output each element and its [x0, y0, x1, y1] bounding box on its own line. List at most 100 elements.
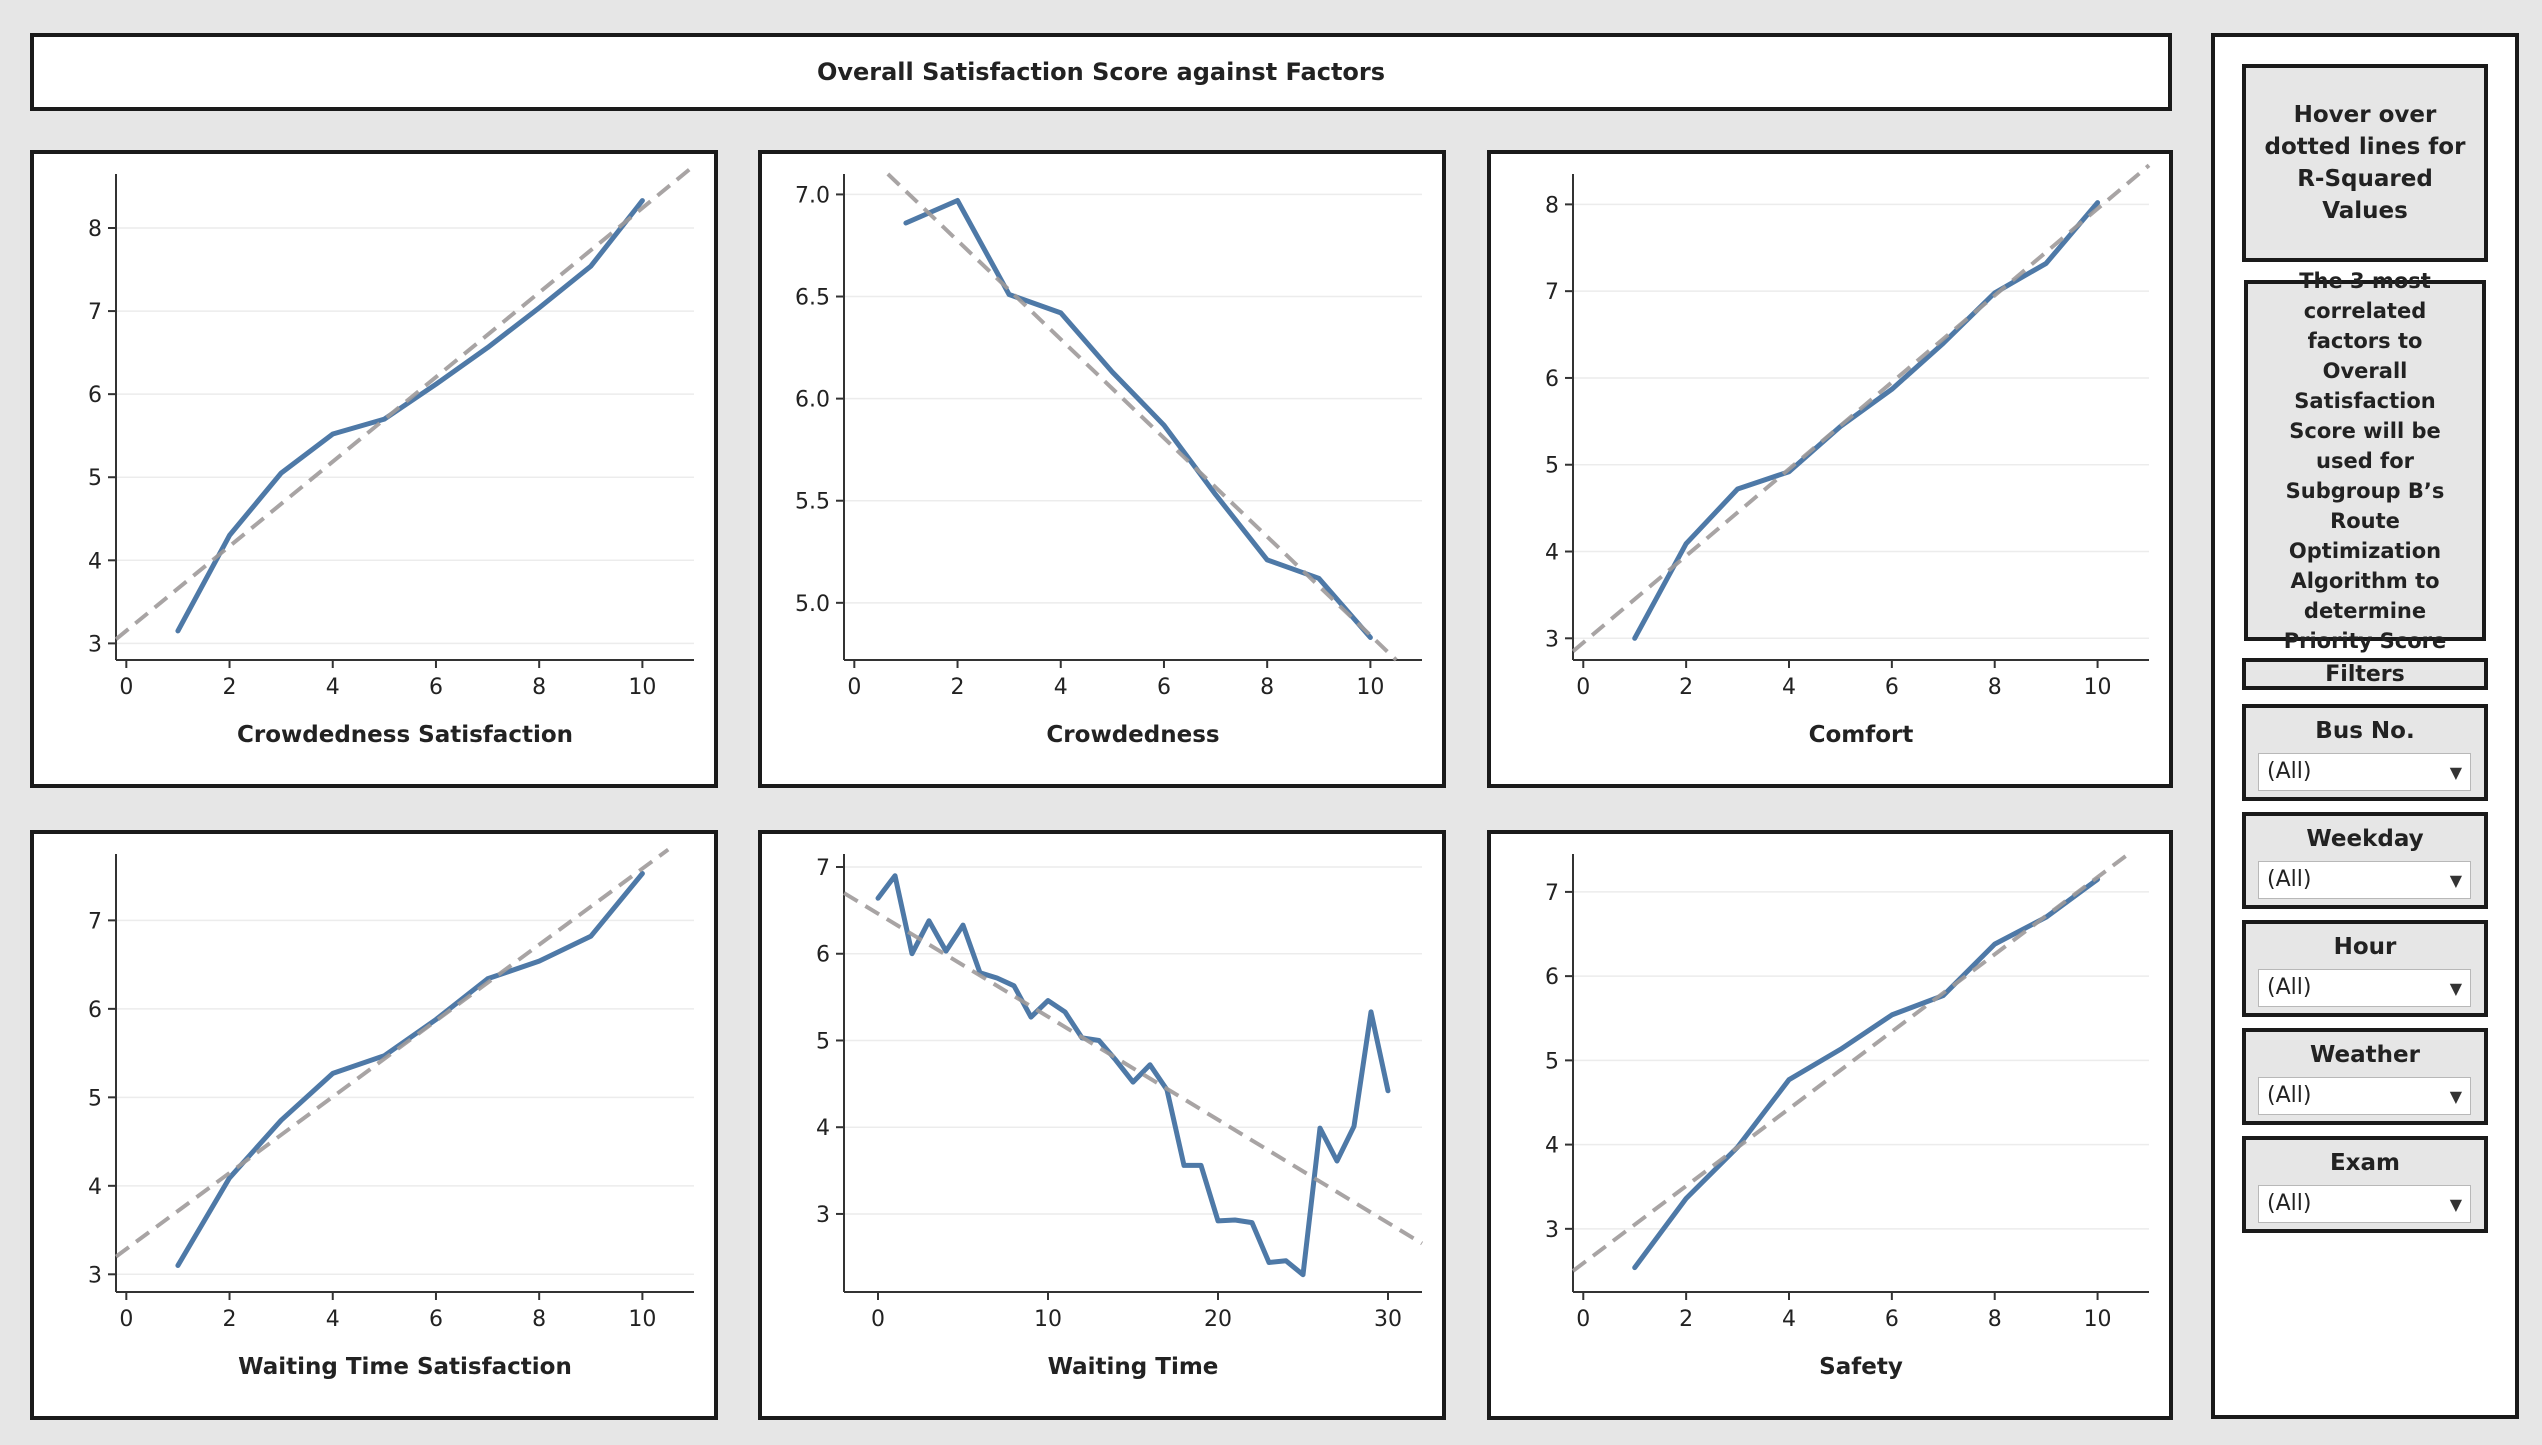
x-tick-label: 6 [429, 675, 443, 700]
x-tick-label: 2 [223, 675, 237, 700]
series-line[interactable] [175, 871, 645, 1268]
y-tick-label: 4 [1545, 541, 1559, 566]
x-tick-label: 4 [1782, 675, 1796, 700]
filter-label: Weekday [2306, 826, 2424, 852]
x-tick-label: 10 [2084, 1307, 2112, 1332]
x-tick-label: 0 [119, 1307, 133, 1332]
chart-crowdedness[interactable]: 5.0 5.5 6.0 6.5 7.0 0 2 4 6 8 10 Crowdedness [762, 154, 1442, 784]
y-tick-label: 3 [1545, 627, 1559, 652]
exam-dropdown[interactable]: (All) ▼ [2258, 1185, 2471, 1223]
filter-label: Exam [2329, 1150, 2401, 1176]
filter-weather: Weather (All) ▼ [2242, 1028, 2488, 1125]
x-tick-label: 2 [223, 1307, 237, 1332]
chart-waiting-time-satisfaction[interactable]: 3 4 5 6 7 0 2 4 6 8 10 Waiting Time Satisfaction [34, 834, 714, 1416]
series-line[interactable] [1632, 876, 2101, 1271]
dropdown-arrow-icon: ▼ [2449, 1195, 2462, 1214]
y-tick-label: 5 [816, 1029, 830, 1054]
y-tick-label: 6 [1545, 965, 1559, 990]
chart-safety[interactable]: 3 4 5 6 7 0 2 4 6 8 10 Safety [1491, 834, 2169, 1416]
y-tick-label: 4 [88, 549, 102, 574]
dropdown-arrow-icon: ▼ [2449, 979, 2462, 998]
dropdown-value: (All) [2267, 1083, 2312, 1108]
y-tick-label: 5 [88, 466, 102, 491]
y-tick-label: 7 [1545, 881, 1559, 906]
x-tick-label: 0 [847, 675, 861, 700]
chart-waiting-time[interactable]: 3 4 5 6 7 0 10 20 30 Waiting Time [762, 834, 1442, 1416]
y-tick-label: 6.5 [795, 286, 830, 311]
hour-dropdown[interactable]: (All) ▼ [2258, 969, 2471, 1007]
chart-panel-comfort: 3 4 5 6 7 8 0 2 4 6 8 10 Comfort [1487, 150, 2173, 788]
chart-panel-waiting-time-satisfaction: 3 4 5 6 7 0 2 4 6 8 10 Waiting Time Satisfaction [30, 830, 718, 1420]
dropdown-arrow-icon: ▼ [2449, 1087, 2462, 1106]
y-tick-label: 4 [88, 1175, 102, 1200]
weekday-dropdown[interactable]: (All) ▼ [2258, 861, 2471, 899]
x-tick-label: 0 [119, 675, 133, 700]
y-tick-label: 6 [1545, 367, 1559, 392]
dropdown-arrow-icon: ▼ [2449, 871, 2462, 890]
sidebar: Hover over dotted lines for R-Squared Va… [2211, 33, 2519, 1419]
x-tick-label: 10 [1034, 1307, 1062, 1332]
series-line[interactable] [875, 873, 1391, 1278]
y-tick-label: 6 [88, 998, 102, 1023]
y-tick-label: 6 [88, 383, 102, 408]
chart-comfort[interactable]: 3 4 5 6 7 8 0 2 4 6 8 10 Comfort [1491, 154, 2169, 784]
y-tick-label: 3 [1545, 1218, 1559, 1243]
filter-label: Weather [2310, 1042, 2420, 1068]
x-tick-label: 10 [628, 675, 656, 700]
filter-label: Hour [2333, 934, 2397, 960]
y-tick-label: 6 [816, 943, 830, 968]
dashboard-title-bar: Overall Satisfaction Score against Facto… [30, 33, 2172, 111]
y-tick-label: 5.5 [795, 490, 830, 515]
x-tick-label: 6 [1885, 1307, 1899, 1332]
y-tick-label: 5 [1545, 454, 1559, 479]
trend-line[interactable] [1571, 163, 2151, 653]
bus-no-dropdown[interactable]: (All) ▼ [2258, 753, 2471, 791]
filter-hour: Hour (All) ▼ [2242, 920, 2488, 1017]
trend-line[interactable] [114, 847, 670, 1259]
chart-panel-crowdedness: 5.0 5.5 6.0 6.5 7.0 0 2 4 6 8 10 Crowdedness [758, 150, 1446, 788]
dropdown-value: (All) [2267, 759, 2312, 784]
series-line[interactable] [1632, 200, 2101, 641]
trend-line[interactable] [842, 891, 1424, 1246]
y-tick-label: 8 [88, 217, 102, 242]
x-tick-label: 8 [1988, 1307, 2002, 1332]
x-tick-label: 8 [1988, 675, 2002, 700]
y-tick-label: 3 [88, 1263, 102, 1288]
y-tick-label: 7 [816, 856, 830, 881]
y-tick-label: 5 [88, 1086, 102, 1111]
y-tick-label: 3 [88, 632, 102, 657]
y-tick-label: 8 [1545, 193, 1559, 218]
weather-dropdown[interactable]: (All) ▼ [2258, 1077, 2471, 1115]
x-tick-label: 4 [1782, 1307, 1796, 1332]
r-squared-hint-box: Hover over dotted lines for R-Squared Va… [2242, 64, 2488, 262]
x-tick-label: 6 [1157, 675, 1171, 700]
x-tick-label: 6 [1885, 675, 1899, 700]
x-tick-label: 8 [532, 1307, 546, 1332]
x-tick-label: 0 [1576, 1307, 1590, 1332]
chart-panel-crowdedness-satisfaction: 3 4 5 6 7 8 0 2 4 6 8 10 Crowdedness Satisfaction [30, 150, 718, 788]
chart-panel-waiting-time: 3 4 5 6 7 0 10 20 30 Waiting Time [758, 830, 1446, 1420]
filter-label: Bus No. [2315, 718, 2415, 744]
x-tick-label: 4 [326, 1307, 340, 1332]
chart-crowdedness-satisfaction[interactable]: 3 4 5 6 7 8 0 2 4 6 8 10 Crowdedness Satisfaction [34, 154, 714, 784]
y-tick-label: 5.0 [795, 592, 830, 617]
x-axis-label: Crowdedness [1046, 722, 1219, 748]
series-line[interactable] [175, 198, 645, 634]
x-tick-label: 0 [871, 1307, 885, 1332]
dropdown-value: (All) [2267, 975, 2312, 1000]
x-tick-label: 30 [1374, 1307, 1402, 1332]
x-axis-label: Safety [1819, 1354, 1903, 1380]
x-tick-label: 20 [1204, 1307, 1232, 1332]
trend-line[interactable] [1571, 852, 2130, 1273]
y-tick-label: 5 [1545, 1049, 1559, 1074]
dashboard-title: Overall Satisfaction Score against Facto… [816, 58, 1386, 86]
x-tick-label: 2 [1679, 675, 1693, 700]
trend-line[interactable] [114, 164, 696, 641]
correlation-note-box: The 3 most correlated factors to Overall… [2244, 269, 2486, 653]
series-line[interactable] [903, 198, 1373, 640]
trend-line[interactable] [886, 172, 1398, 662]
filter-bus-no: Bus No. (All) ▼ [2242, 704, 2488, 801]
x-tick-label: 4 [1054, 675, 1068, 700]
dropdown-value: (All) [2267, 867, 2312, 892]
x-tick-label: 8 [1260, 675, 1274, 700]
